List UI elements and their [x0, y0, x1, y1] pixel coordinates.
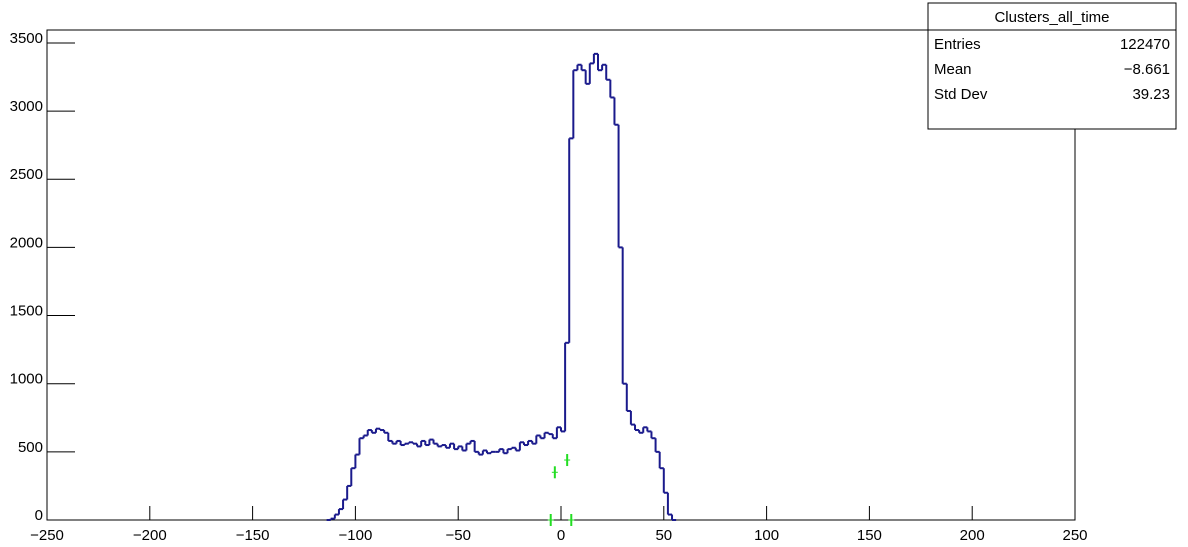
plot-frame	[46, 29, 1076, 521]
y-tick-label: 2000	[10, 234, 43, 251]
y-tick-label: 3500	[10, 30, 43, 47]
y-tick-label: 3000	[10, 98, 43, 115]
stats-label: Entries	[934, 36, 981, 53]
stats-value: 39.23	[1132, 86, 1170, 103]
x-tick-label: 250	[1062, 527, 1087, 544]
x-tick-label: 50	[655, 527, 672, 544]
x-tick-label: −200	[133, 527, 167, 544]
stats-title: Clusters_all_time	[994, 9, 1109, 26]
stats-label: Std Dev	[934, 86, 988, 103]
y-tick-label: 2500	[10, 166, 43, 183]
stats-label: Mean	[934, 61, 972, 78]
stats-value: −8.661	[1124, 61, 1170, 78]
stats-frame	[927, 2, 1177, 130]
x-tick-label: −50	[445, 527, 470, 544]
y-tick-label: 1000	[10, 371, 43, 388]
x-tick-label: 0	[557, 527, 565, 544]
x-tick-label: 100	[754, 527, 779, 544]
y-tick-label: 500	[18, 439, 43, 456]
stats-box: Clusters_all_time Entries 122470 Mean −8…	[927, 2, 1177, 130]
x-tick-label: −250	[30, 527, 64, 544]
x-tick-label: −150	[236, 527, 270, 544]
stats-value: 122470	[1120, 36, 1170, 53]
y-tick-label: 1500	[10, 303, 43, 320]
x-tick-label: 150	[857, 527, 882, 544]
y-tick-label: 0	[35, 507, 43, 524]
x-tick-label: 200	[960, 527, 985, 544]
x-tick-label: −100	[339, 527, 373, 544]
